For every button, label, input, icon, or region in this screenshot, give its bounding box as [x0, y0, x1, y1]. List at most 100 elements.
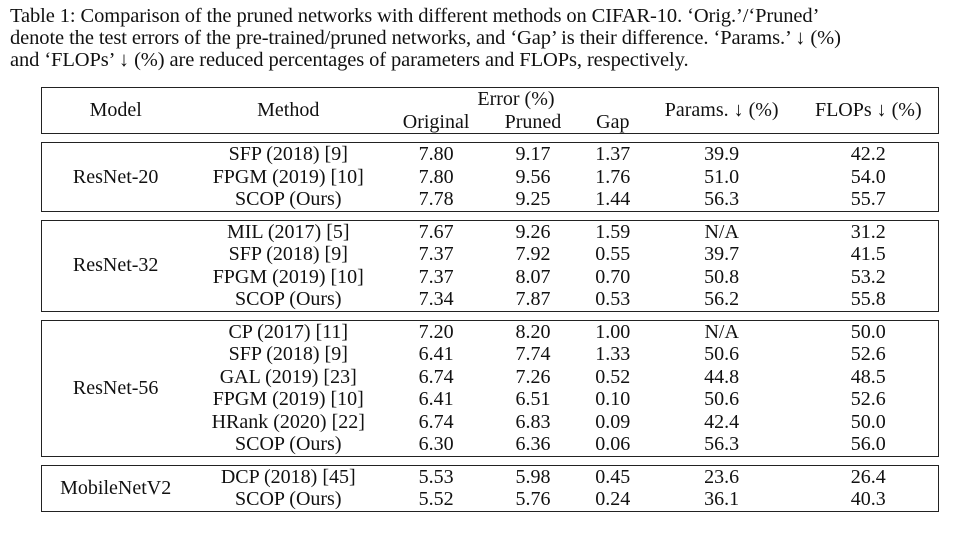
- cell-flops: 50.0: [850, 410, 886, 433]
- cell-gap: 0.70: [595, 265, 631, 288]
- table-row: GAL (2019) [23] 6.74 7.26 0.52 44.8 48.5: [42, 366, 939, 389]
- cell-pruned: 6.83: [515, 410, 551, 433]
- cell-pruned: 5.98: [515, 465, 551, 488]
- table-row: MobileNetV2 DCP (2018) [45] 5.53 5.98 0.45 23…: [42, 465, 939, 499]
- header-flops: FLOPs ↓ (%): [814, 99, 922, 122]
- cell-flops: 41.5: [850, 243, 886, 265]
- model-name: ResNet-20: [72, 165, 159, 188]
- model-group: ResNet-56 CP (2017) [11] 7.20 8.20 1.00 N/A 50…: [41, 320, 939, 456]
- cell-original: 6.41: [418, 343, 454, 365]
- cell-params: 50.8: [704, 265, 740, 288]
- cell-original: 7.37: [418, 265, 454, 288]
- cell-original: 6.74: [418, 410, 454, 433]
- caption-line: and ‘FLOPs’ ↓ (%) are reduced percentage…: [10, 49, 689, 71]
- header-error-group: Error (%): [477, 88, 555, 110]
- cell-flops: 48.5: [850, 365, 886, 388]
- model-name: ResNet-56: [72, 376, 159, 399]
- cell-params: 56.3: [704, 433, 740, 455]
- cell-method: FPGM (2019) [10]: [212, 165, 364, 188]
- cell-method: SFP (2018) [9]: [228, 243, 348, 265]
- cell-gap: 0.53: [595, 288, 631, 310]
- cell-method: MIL (2017) [5]: [226, 220, 350, 243]
- cell-pruned: 7.87: [515, 288, 551, 310]
- table-row: SCOP (Ours) 7.78 9.25 1.44 56.3 55.7: [42, 188, 939, 211]
- cell-pruned: 5.76: [515, 488, 551, 510]
- cell-flops: 54.0: [850, 165, 886, 188]
- header-method: Method: [257, 99, 320, 122]
- cell-original: 6.30: [418, 433, 454, 455]
- model-group: ResNet-20 SFP (2018) [9] 7.80 9.17 1.37 39.9 4…: [41, 142, 939, 211]
- cell-gap: 0.55: [595, 243, 631, 265]
- cell-flops: 50.0: [850, 320, 886, 343]
- table-row: SCOP (Ours) 6.30 6.36 0.06 56.3 56.0: [42, 433, 939, 456]
- cell-original: 5.52: [418, 488, 454, 510]
- header-model: Model: [89, 99, 142, 122]
- model-name: ResNet-32: [72, 254, 159, 277]
- table-row: ResNet-20 SFP (2018) [9] 7.80 9.17 1.37 39.9 4…: [42, 143, 939, 188]
- cell-gap: 0.52: [595, 365, 631, 388]
- cell-params: 56.2: [704, 288, 740, 310]
- cell-params: N/A: [704, 320, 739, 343]
- cell-method: FPGM (2019) [10]: [212, 388, 364, 410]
- cell-flops: 55.7: [850, 188, 886, 210]
- cell-original: 6.41: [418, 388, 454, 410]
- header-gap: Gap: [596, 110, 630, 133]
- cell-pruned: 8.20: [515, 320, 551, 343]
- cell-pruned: 7.92: [515, 243, 551, 265]
- table-row: SCOP (Ours) 7.34 7.87 0.53 56.2 55.8: [42, 288, 939, 311]
- cell-pruned: 8.07: [515, 265, 551, 288]
- header-params: Params. ↓ (%): [664, 99, 779, 122]
- cell-gap: 1.37: [595, 143, 631, 165]
- table-row: FPGM (2019) [10] 7.37 8.07 0.70 50.8 53.2: [42, 266, 939, 289]
- table-row: ResNet-32 MIL (2017) [5] 7.67 9.26 1.59 N/A 31…: [42, 220, 939, 277]
- table-row: SFP (2018) [9] 6.41 7.74 1.33 50.6 52.6: [42, 343, 939, 366]
- cell-pruned: 9.17: [515, 143, 551, 165]
- cell-flops: 53.2: [850, 265, 886, 288]
- cell-original: 7.37: [418, 243, 454, 265]
- table-row: HRank (2020) [22] 6.74 6.83 0.09 42.4 50.0: [42, 411, 939, 434]
- caption-line: Table 1: Comparison of the pruned networ…: [10, 5, 820, 27]
- cell-params: 42.4: [704, 410, 740, 433]
- cell-original: 7.67: [418, 220, 454, 243]
- cell-method: FPGM (2019) [10]: [212, 265, 364, 288]
- cell-params: 50.6: [704, 388, 740, 410]
- cell-params: 23.6: [704, 465, 740, 488]
- cell-gap: 1.76: [595, 165, 631, 188]
- cell-gap: 0.09: [595, 410, 631, 433]
- table-row: ResNet-56 CP (2017) [11] 7.20 8.20 1.00 N/A 50…: [42, 320, 939, 399]
- cell-flops: 56.0: [850, 433, 886, 455]
- header-original: Original: [402, 110, 470, 133]
- cell-flops: 40.3: [850, 488, 886, 510]
- cell-params: 44.8: [704, 365, 740, 388]
- cell-method: SCOP (Ours): [235, 433, 342, 455]
- cell-method: DCP (2018) [45]: [220, 465, 356, 488]
- cell-params: 51.0: [704, 165, 740, 188]
- cell-pruned: 9.26: [515, 220, 551, 243]
- cell-pruned: 6.51: [515, 388, 551, 410]
- cell-params: 39.7: [704, 243, 740, 265]
- cell-pruned: 9.25: [515, 188, 551, 210]
- cell-method: GAL (2019) [23]: [219, 365, 357, 388]
- cell-original: 7.34: [418, 288, 454, 310]
- cell-original: 7.78: [418, 188, 454, 210]
- cell-gap: 1.59: [595, 220, 631, 243]
- cell-method: SCOP (Ours): [235, 188, 342, 210]
- cell-params: N/A: [704, 220, 739, 243]
- cell-gap: 1.44: [595, 188, 631, 210]
- cell-original: 7.20: [418, 320, 454, 343]
- cell-method: SCOP (Ours): [235, 288, 342, 310]
- cell-gap: 1.33: [595, 343, 631, 365]
- table-row: FPGM (2019) [10] 7.80 9.56 1.76 51.0 54.0: [42, 166, 939, 189]
- table-row: FPGM (2019) [10] 6.41 6.51 0.10 50.6 52.6: [42, 388, 939, 411]
- cell-gap: 0.45: [595, 465, 631, 488]
- table-header: Model Method Error (%) Params. ↓ (%) FLO…: [41, 87, 939, 134]
- cell-params: 56.3: [704, 188, 740, 210]
- cell-original: 5.53: [418, 465, 454, 488]
- cell-flops: 42.2: [850, 143, 886, 165]
- cell-pruned: 6.36: [515, 433, 551, 455]
- cell-gap: 0.10: [595, 388, 631, 410]
- cell-gap: 0.06: [595, 433, 631, 455]
- cell-flops: 55.8: [850, 288, 886, 310]
- cell-params: 39.9: [704, 143, 740, 165]
- cell-gap: 1.00: [595, 320, 631, 343]
